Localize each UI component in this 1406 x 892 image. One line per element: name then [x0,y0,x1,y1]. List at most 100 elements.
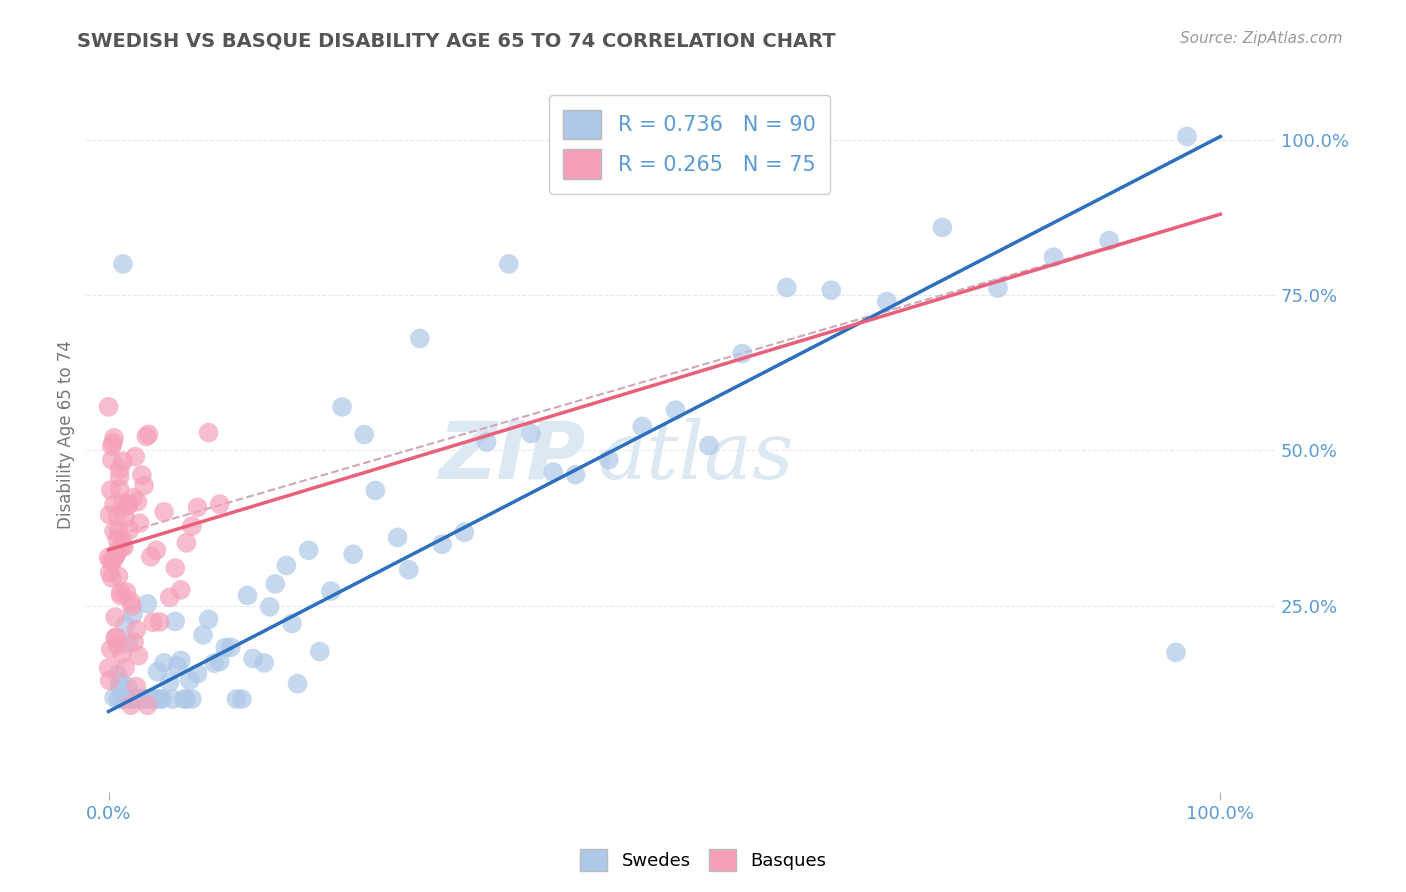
Point [143,692,166,706]
Point [125,692,148,706]
Point [111,496,134,510]
Point [128,648,150,663]
Point [131,692,153,706]
Point [179,673,201,688]
Point [319,584,342,599]
Point [111,454,134,468]
Point [112,540,135,554]
Point [264,577,287,591]
Point [103,498,125,512]
Point [149,692,172,706]
Point [111,692,134,706]
Point [107,638,129,652]
Text: SWEDISH VS BASQUE DISABILITY AGE 65 TO 74 CORRELATION CHART: SWEDISH VS BASQUE DISABILITY AGE 65 TO 7… [77,31,837,50]
Point [364,483,387,498]
Point [132,692,155,706]
Point [208,497,231,511]
Point [120,698,142,713]
Point [631,419,654,434]
Point [342,547,364,561]
Point [165,561,187,575]
Point [186,666,208,681]
Point [191,628,214,642]
Point [520,426,543,441]
Point [697,439,720,453]
Point [276,558,298,573]
Point [111,647,134,661]
Point [387,530,409,544]
Point [107,569,129,583]
Point [103,524,125,538]
Point [98,508,121,522]
Point [98,566,121,580]
Point [150,692,173,706]
Point [122,635,145,649]
Point [180,692,202,706]
Point [308,644,330,658]
Point [121,692,143,706]
Point [111,533,134,547]
Point [298,543,321,558]
Point [398,563,420,577]
Point [139,692,162,706]
Point [127,692,149,706]
Point [97,661,120,675]
Point [101,552,124,566]
Point [114,510,136,524]
Point [139,549,162,564]
Text: atlas: atlas [598,417,793,495]
Point [115,692,138,706]
Point [138,427,160,442]
Point [120,692,142,706]
Point [543,465,565,479]
Point [105,545,128,559]
Point [135,429,157,443]
Point [453,525,475,540]
Point [101,439,124,453]
Point [409,332,432,346]
Point [1042,250,1064,264]
Text: ZIP: ZIP [439,417,586,495]
Point [170,653,193,667]
Point [132,478,155,492]
Point [197,612,219,626]
Point [149,615,172,629]
Point [122,607,145,622]
Point [1164,645,1187,659]
Point [430,537,453,551]
Point [1098,234,1121,248]
Point [197,425,219,440]
Point [97,400,120,414]
Point [132,692,155,706]
Point [104,631,127,645]
Legend: R = 0.736   N = 90, R = 0.265   N = 75: R = 0.736 N = 90, R = 0.265 N = 75 [548,95,830,194]
Point [128,516,150,531]
Point [125,623,148,637]
Point [97,550,120,565]
Point [876,294,898,309]
Y-axis label: Disability Age 65 to 74: Disability Age 65 to 74 [58,341,75,529]
Point [104,610,127,624]
Point [598,452,620,467]
Point [107,524,129,538]
Point [120,692,142,706]
Point [122,491,145,505]
Point [103,431,125,445]
Point [101,453,124,467]
Point [117,636,139,650]
Point [121,599,143,614]
Point [170,582,193,597]
Point [159,591,181,605]
Point [162,692,184,706]
Point [1175,129,1198,144]
Point [108,678,131,692]
Point [166,659,188,673]
Point [104,549,127,563]
Point [146,665,169,679]
Point [225,692,247,706]
Point [231,692,253,706]
Point [214,640,236,655]
Point [105,548,128,562]
Point [100,642,122,657]
Point [330,400,353,414]
